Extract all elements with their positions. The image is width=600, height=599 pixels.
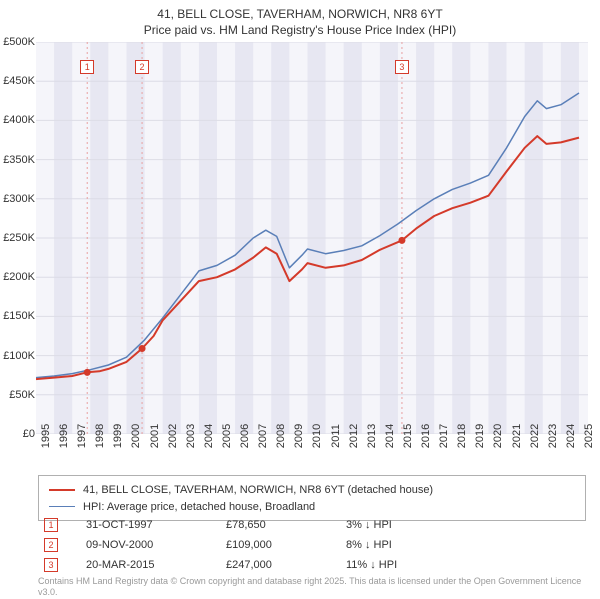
title-line-1: 41, BELL CLOSE, TAVERHAM, NORWICH, NR8 6… [0,6,600,22]
x-tick-label: 2020 [492,424,504,448]
marker-date: 20-MAR-2015 [86,559,226,571]
x-tick-label: 2000 [130,424,142,448]
y-tick-label: £500K [3,36,35,48]
x-tick-label: 2012 [348,424,360,448]
x-tick-label: 2017 [438,424,450,448]
chart-plot-area [36,42,588,434]
y-tick-label: £300K [3,193,35,205]
y-tick-label: £0 [23,428,35,440]
x-tick-label: 1998 [94,424,106,448]
x-tick-label: 2023 [547,424,559,448]
y-tick-label: £400K [3,114,35,126]
y-tick-label: £250K [3,232,35,244]
marker-date: 09-NOV-2000 [86,539,226,551]
legend-swatch [49,489,75,491]
marker-price: £109,000 [226,539,346,551]
x-tick-label: 2024 [565,424,577,448]
x-tick-label: 2019 [474,424,486,448]
marker-table: 1 31-OCT-1997 £78,650 3% ↓ HPI 2 09-NOV-… [38,515,586,575]
y-tick-label: £450K [3,75,35,87]
marker-delta: 8% ↓ HPI [346,539,586,551]
x-tick-label: 2014 [384,424,396,448]
chart-container: 41, BELL CLOSE, TAVERHAM, NORWICH, NR8 6… [0,0,600,590]
marker-row: 2 09-NOV-2000 £109,000 8% ↓ HPI [38,535,586,555]
x-tick-label: 1997 [76,424,88,448]
marker-row: 3 20-MAR-2015 £247,000 11% ↓ HPI [38,555,586,575]
title-line-2: Price paid vs. HM Land Registry's House … [0,22,600,38]
x-tick-label: 1999 [112,424,124,448]
marker-delta: 3% ↓ HPI [346,519,586,531]
chart-marker-badge: 1 [80,60,94,74]
legend-label: HPI: Average price, detached house, Broa… [83,499,315,516]
x-tick-label: 2008 [275,424,287,448]
x-tick-label: 2003 [185,424,197,448]
x-tick-label: 2021 [511,424,523,448]
x-tick-label: 2025 [583,424,595,448]
x-tick-label: 2018 [456,424,468,448]
x-tick-label: 2016 [420,424,432,448]
y-tick-label: £50K [9,389,35,401]
marker-badge: 3 [44,558,58,572]
marker-date: 31-OCT-1997 [86,519,226,531]
chart-svg [36,42,588,434]
x-tick-label: 2004 [203,424,215,448]
legend-item: HPI: Average price, detached house, Broa… [49,499,575,516]
x-tick-label: 2007 [257,424,269,448]
x-tick-label: 2015 [402,424,414,448]
x-tick-label: 2005 [221,424,233,448]
marker-delta: 11% ↓ HPI [346,559,586,571]
credit-text: Contains HM Land Registry data © Crown c… [38,576,600,599]
chart-titles: 41, BELL CLOSE, TAVERHAM, NORWICH, NR8 6… [0,0,600,38]
x-tick-label: 2011 [330,424,342,448]
x-tick-label: 1996 [58,424,70,448]
x-tick-label: 2022 [529,424,541,448]
marker-price: £78,650 [226,519,346,531]
x-tick-label: 2001 [149,424,161,448]
x-tick-label: 2002 [167,424,179,448]
marker-price: £247,000 [226,559,346,571]
x-tick-label: 2006 [239,424,251,448]
x-tick-label: 2013 [366,424,378,448]
y-tick-label: £150K [3,310,35,322]
legend-swatch [49,506,75,507]
y-tick-label: £200K [3,271,35,283]
x-tick-label: 2010 [311,424,323,448]
legend-label: 41, BELL CLOSE, TAVERHAM, NORWICH, NR8 6… [83,482,433,499]
legend-item: 41, BELL CLOSE, TAVERHAM, NORWICH, NR8 6… [49,482,575,499]
marker-badge: 2 [44,538,58,552]
y-tick-label: £100K [3,350,35,362]
y-tick-label: £350K [3,154,35,166]
marker-row: 1 31-OCT-1997 £78,650 3% ↓ HPI [38,515,586,535]
chart-marker-badge: 3 [395,60,409,74]
x-tick-label: 1995 [40,424,52,448]
x-tick-label: 2009 [293,424,305,448]
chart-marker-badge: 2 [135,60,149,74]
marker-badge: 1 [44,518,58,532]
